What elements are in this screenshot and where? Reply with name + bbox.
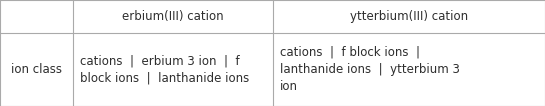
Text: cations  |  f block ions  |
lanthanide ions  |  ytterbium 3
ion: cations | f block ions | lanthanide ions… [280, 45, 459, 93]
Text: erbium(III) cation: erbium(III) cation [122, 10, 224, 23]
Text: cations  |  erbium 3 ion  |  f
block ions  |  lanthanide ions: cations | erbium 3 ion | f block ions | … [80, 54, 249, 85]
Text: ion class: ion class [11, 63, 62, 76]
Text: ytterbium(III) cation: ytterbium(III) cation [350, 10, 468, 23]
